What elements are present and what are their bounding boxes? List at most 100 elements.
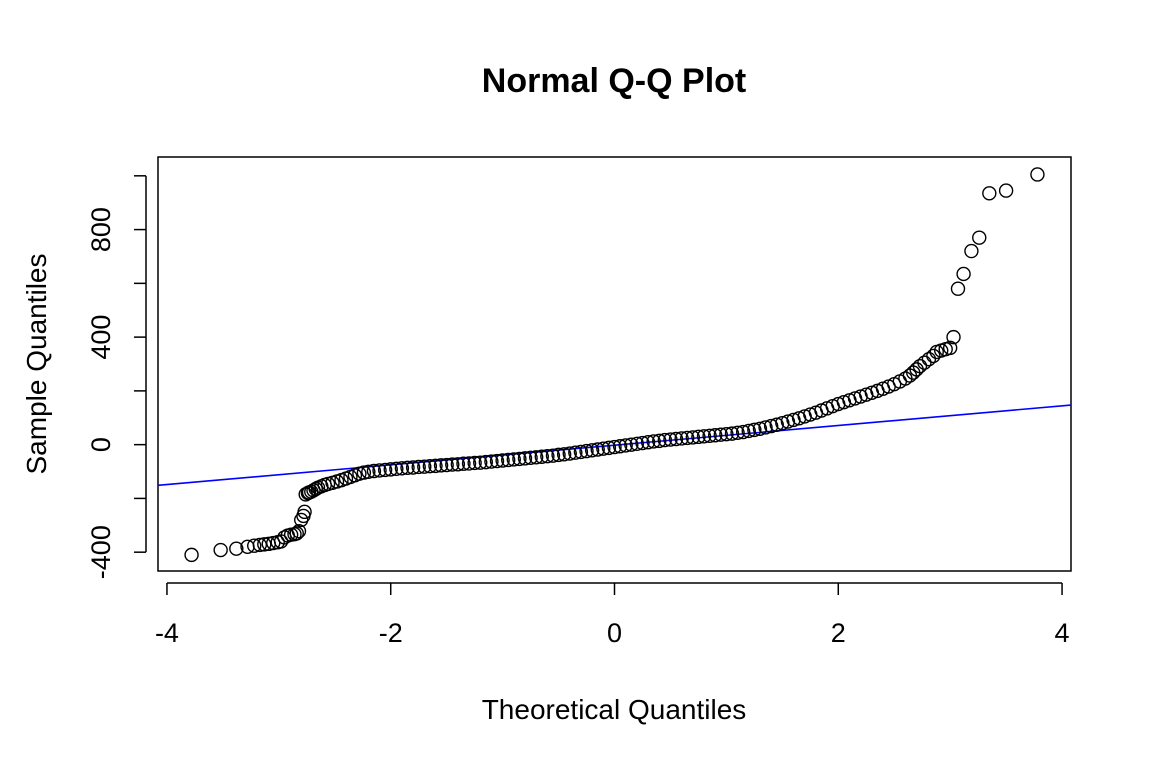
data-point-57: [467, 455, 482, 471]
x-axis: -4 -2 0 2 4: [155, 582, 1070, 648]
data-point-69: [534, 449, 549, 464]
data-point-151: [982, 186, 997, 201]
data-point-43: [389, 461, 404, 477]
data-point-64: [506, 452, 522, 467]
data-point-92: [663, 432, 678, 447]
data-point-73: [556, 447, 572, 462]
data-point-37: [356, 465, 372, 480]
data-point-82: [607, 439, 622, 455]
x-tick-label-1: -2: [379, 618, 403, 648]
data-point-74: [562, 446, 577, 461]
plot-frame: [157, 156, 1072, 572]
data-point-45: [400, 460, 415, 475]
data-point-145: [942, 340, 958, 356]
data-point-44: [394, 461, 410, 476]
data-point-50: [428, 458, 443, 474]
data-point-67: [523, 450, 538, 466]
data-point-99: [702, 428, 717, 443]
data-point-42: [383, 462, 398, 477]
data-point-76: [573, 444, 589, 460]
data-point-97: [691, 429, 706, 445]
data-point-101: [713, 427, 728, 442]
data-point-53: [445, 457, 460, 472]
data-point-93: [668, 431, 684, 447]
data-point-89: [646, 434, 661, 449]
data-point-85: [624, 437, 639, 452]
data-point-16: [291, 524, 307, 539]
data-point-150: [972, 230, 987, 245]
data-point-61: [489, 453, 505, 469]
x-tick-label-2: 0: [607, 618, 622, 648]
data-point-113: [780, 414, 796, 429]
data-point-48: [417, 459, 432, 474]
data-point-56: [461, 456, 477, 471]
data-point-49: [422, 458, 438, 474]
data-point-65: [512, 451, 527, 467]
data-point-51: [433, 458, 449, 473]
data-point-87: [635, 435, 650, 451]
data-point-39: [366, 463, 382, 479]
data-point-75: [568, 445, 583, 460]
data-point-138: [912, 358, 928, 374]
data-point-141: [926, 348, 941, 364]
data-point-78: [584, 443, 600, 458]
y-axis-label: Sample Quantiles: [21, 253, 52, 474]
data-point-55: [456, 456, 471, 471]
data-point-47: [411, 459, 426, 475]
data-point-112: [775, 415, 790, 431]
data-point-62: [495, 453, 510, 468]
data-point-54: [450, 457, 466, 472]
data-point-70: [540, 449, 555, 464]
data-point-68: [528, 450, 544, 465]
data-point-108: [752, 421, 768, 436]
data-point-104: [730, 425, 745, 441]
data-point-0: [184, 547, 199, 563]
data-point-60: [484, 454, 499, 469]
data-points-layer: [184, 167, 1045, 563]
data-point-146: [946, 329, 961, 345]
data-point-8: [266, 535, 281, 551]
data-point-86: [629, 436, 645, 452]
data-point-40: [372, 463, 387, 478]
data-point-111: [769, 417, 784, 432]
data-point-110: [763, 418, 779, 434]
data-point-72: [551, 447, 566, 463]
data-point-84: [618, 438, 633, 453]
data-point-71: [545, 448, 561, 463]
data-point-100: [707, 428, 723, 443]
data-point-153: [1030, 167, 1045, 182]
data-point-152: [998, 183, 1014, 198]
data-point-1: [213, 542, 228, 558]
data-point-2: [229, 541, 244, 556]
data-point-95: [680, 430, 695, 446]
chart-title: Normal Q-Q Plot: [482, 62, 746, 100]
data-point-91: [657, 432, 673, 448]
data-point-147: [950, 281, 966, 296]
data-point-81: [601, 440, 617, 456]
y-axis: -400 0 400 800: [86, 175, 147, 579]
y-tick-label-2: 0: [86, 437, 116, 452]
y-tick-label-0: -400: [86, 525, 116, 579]
x-tick-label-3: 2: [831, 618, 846, 648]
data-point-83: [612, 439, 628, 454]
data-point-107: [747, 422, 762, 438]
data-point-149: [964, 243, 979, 259]
data-point-94: [674, 431, 689, 446]
data-point-102: [719, 426, 734, 442]
data-point-105: [735, 424, 751, 440]
x-axis-label: Theoretical Quantiles: [482, 694, 747, 725]
data-point-98: [696, 429, 712, 444]
y-tick-label-4: 400: [86, 315, 116, 360]
data-point-66: [517, 451, 533, 466]
data-point-109: [758, 420, 773, 435]
data-point-139: [917, 355, 932, 370]
data-point-52: [439, 457, 454, 473]
data-point-148: [956, 266, 971, 282]
data-point-38: [361, 464, 376, 480]
data-point-15: [289, 526, 304, 541]
data-point-80: [596, 441, 611, 456]
data-point-79: [590, 442, 605, 457]
data-point-90: [652, 433, 667, 449]
y-tick-label-6: 800: [86, 207, 116, 252]
